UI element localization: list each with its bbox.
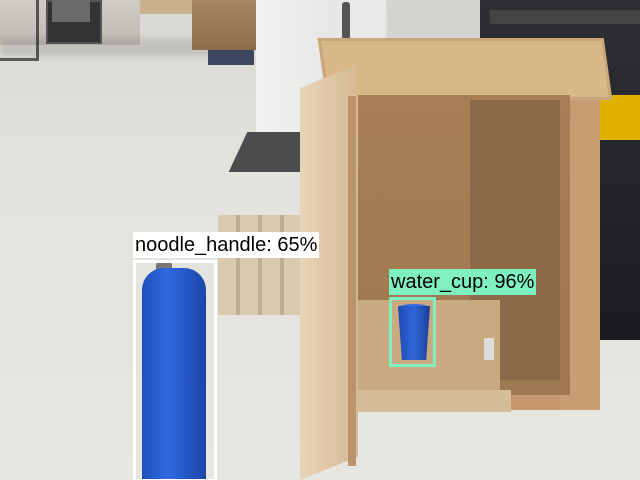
pallet — [140, 0, 195, 14]
chair — [0, 0, 39, 61]
cabinet-bottom — [333, 390, 511, 412]
cart-top — [52, 0, 90, 22]
cabinet-top — [317, 38, 613, 100]
blue-water-cup — [398, 306, 430, 360]
foam-noodle-handle — [142, 268, 206, 480]
cardboard-box — [192, 0, 256, 50]
hinge — [484, 338, 494, 360]
yellow-part — [600, 95, 640, 140]
water-cup-label: water_cup: 96% — [389, 269, 537, 295]
wood-planks — [218, 215, 304, 315]
fridge-handle — [342, 2, 350, 40]
noodle-handle-label: noodle_handle: 65% — [133, 232, 320, 258]
water-cup-bounding-box — [389, 297, 436, 367]
doorframe — [388, 0, 488, 40]
noodle-handle-bounding-box — [133, 260, 217, 480]
machine-shelf — [490, 10, 640, 24]
cabinet-door-edge — [348, 96, 356, 466]
box-base — [208, 50, 254, 65]
